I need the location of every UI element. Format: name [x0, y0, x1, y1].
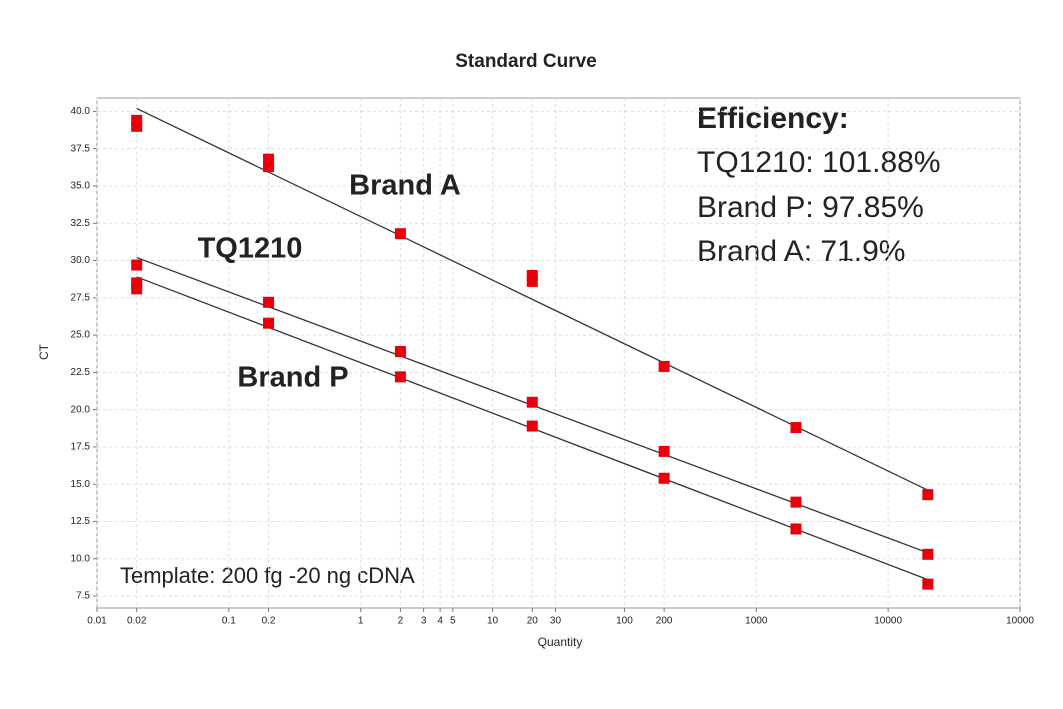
- x-tick-label: 0.02: [127, 616, 147, 627]
- efficiency-line: TQ1210: 101.88%: [697, 146, 941, 179]
- data-point: [263, 317, 275, 329]
- data-point: [131, 120, 143, 132]
- x-tick-label: 3: [421, 616, 427, 627]
- data-point: [790, 422, 802, 434]
- data-point: [131, 277, 143, 289]
- data-point: [526, 275, 538, 287]
- data-point: [131, 283, 143, 295]
- x-tick-label: 10: [487, 616, 499, 627]
- y-tick-label: 10.0: [71, 553, 91, 564]
- series-label: Brand A: [349, 170, 461, 202]
- efficiency-heading: Efficiency:: [697, 102, 849, 135]
- data-point: [790, 496, 802, 508]
- y-tick-label: 30.0: [71, 255, 91, 266]
- chart-title: Standard Curve: [455, 51, 596, 72]
- y-tick-label: 22.5: [71, 367, 91, 378]
- x-tick-label: 200: [656, 616, 673, 627]
- x-tick-label: 100: [616, 616, 633, 627]
- x-tick-label: 1: [358, 616, 364, 627]
- x-tick-label: 5: [450, 616, 456, 627]
- x-tick-label: 4: [437, 616, 443, 627]
- y-tick-label: 15.0: [71, 479, 91, 490]
- efficiency-line: Brand P: 97.85%: [697, 191, 924, 224]
- y-tick-label: 7.5: [76, 591, 90, 602]
- y-tick-label: 25.0: [71, 330, 91, 341]
- efficiency-line: Brand A: 71.9%: [697, 235, 905, 268]
- x-tick-label: 0.01: [87, 616, 107, 627]
- data-point: [263, 296, 275, 308]
- data-point: [263, 153, 275, 165]
- y-tick-label: 20.0: [71, 404, 91, 415]
- data-point: [131, 259, 143, 271]
- data-point: [658, 472, 670, 484]
- y-tick-label: 17.5: [71, 442, 91, 453]
- data-point: [394, 346, 406, 358]
- data-point: [263, 161, 275, 173]
- y-axis-label: CT: [37, 343, 51, 360]
- x-tick-label: 10000: [874, 616, 902, 627]
- data-point: [526, 420, 538, 432]
- template-note: Template: 200 fg -20 ng cDNA: [120, 563, 415, 588]
- data-point: [394, 228, 406, 240]
- x-tick-label: 20: [527, 616, 539, 627]
- x-tick-label: 0.2: [262, 616, 276, 627]
- data-point: [526, 396, 538, 408]
- data-point: [922, 578, 934, 590]
- data-point: [790, 523, 802, 535]
- y-tick-label: 35.0: [71, 181, 91, 192]
- x-tick-label: 10000: [1006, 616, 1034, 627]
- x-tick-label: 30: [550, 616, 562, 627]
- data-point: [526, 269, 538, 281]
- x-tick-label: 0.1: [222, 616, 236, 627]
- y-tick-label: 27.5: [71, 292, 91, 303]
- plot-area: [96, 97, 1021, 609]
- data-point: [131, 114, 143, 126]
- data-point: [394, 371, 406, 383]
- x-tick-label: 1000: [745, 616, 768, 627]
- y-tick-label: 12.5: [71, 516, 91, 527]
- y-tick-label: 40.0: [71, 106, 91, 117]
- x-tick-label: 2: [398, 616, 404, 627]
- data-point: [922, 489, 934, 501]
- series-label: Brand P: [237, 362, 348, 394]
- data-point: [658, 445, 670, 457]
- x-axis-label: Quantity: [538, 635, 583, 649]
- series-label: TQ1210: [198, 233, 303, 265]
- y-tick-label: 37.5: [71, 143, 91, 154]
- data-point: [922, 548, 934, 560]
- data-point: [658, 360, 670, 372]
- y-tick-label: 32.5: [71, 218, 91, 229]
